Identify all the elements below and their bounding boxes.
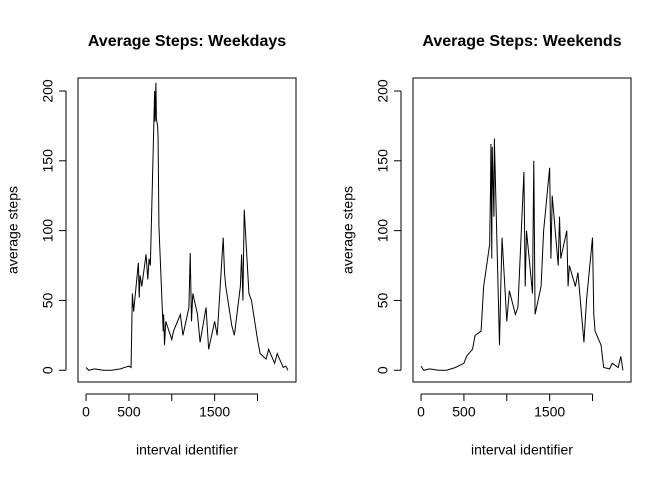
x-tick-label: 500	[452, 404, 476, 420]
y-tick-label: 150	[375, 149, 391, 173]
x-tick-label: 1500	[199, 404, 230, 420]
plot-box	[77, 77, 297, 383]
plot-box	[412, 77, 632, 383]
chart-title: Average Steps: Weekends	[422, 33, 621, 50]
y-tick-label: 100	[40, 219, 56, 243]
y-tick-label: 0	[375, 366, 391, 374]
chart-title: Average Steps: Weekdays	[88, 33, 286, 50]
y-tick-label: 50	[375, 292, 391, 308]
x-axis-label: interval identifier	[471, 442, 573, 458]
x-tick-label: 1500	[534, 404, 565, 420]
y-tick-label: 150	[40, 149, 56, 173]
y-tick-label: 200	[375, 79, 391, 103]
x-tick-label: 0	[417, 404, 425, 420]
data-line	[85, 82, 289, 371]
y-tick-label: 0	[40, 366, 56, 374]
x-axis-label: interval identifier	[136, 442, 238, 458]
data-line	[420, 138, 624, 371]
x-tick-label: 0	[82, 404, 90, 420]
y-tick-label: 100	[375, 219, 391, 243]
x-tick-label: 500	[117, 404, 141, 420]
y-axis-label: average steps	[340, 186, 356, 274]
y-tick-label: 200	[40, 79, 56, 103]
y-tick-label: 50	[40, 292, 56, 308]
y-axis-label: average steps	[5, 186, 21, 274]
